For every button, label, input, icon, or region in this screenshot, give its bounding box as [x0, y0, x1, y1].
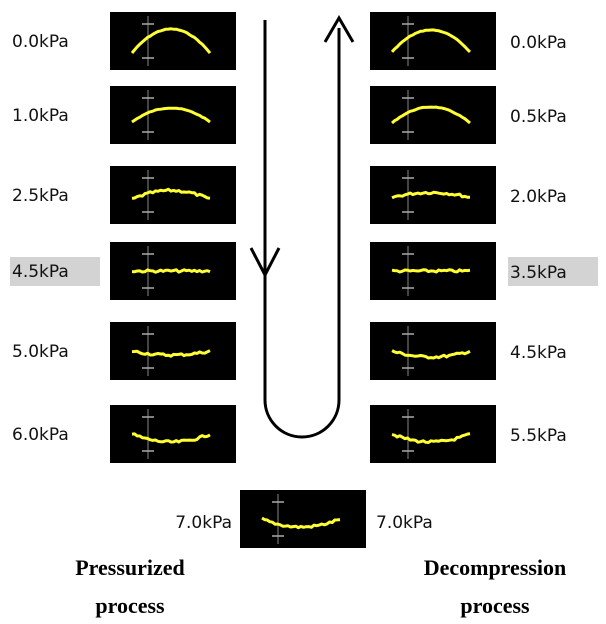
caption: Decompression: [424, 555, 567, 580]
scope-panel: [370, 86, 496, 144]
diagram: Pressurized process Decompression proces…: [0, 0, 606, 624]
waveform: [392, 270, 470, 272]
caption: process: [95, 593, 165, 618]
pressure-label: 4.5kPa: [510, 343, 567, 363]
scope-panel: [110, 322, 236, 380]
pressure-label: 7.0kPa: [175, 513, 232, 533]
scope-panel: [370, 12, 496, 70]
pressure-label: 2.5kPa: [12, 186, 69, 206]
pressure-label: 4.5kPa: [12, 262, 69, 282]
scope-panel: [110, 405, 236, 463]
pressure-label: 7.0kPa: [376, 513, 433, 533]
caption: process: [460, 593, 530, 618]
caption: Pressurized: [75, 555, 185, 580]
scope-panel: [370, 166, 496, 224]
scope-panel: [240, 490, 366, 548]
pressure-label: 0.0kPa: [12, 32, 69, 52]
scope-panel: [370, 322, 496, 380]
pressure-label: 5.0kPa: [12, 342, 69, 362]
pressure-label: 0.5kPa: [510, 107, 567, 127]
flow-arrow: [265, 20, 339, 437]
scope-panel: [110, 86, 236, 144]
pressure-label: 2.0kPa: [510, 187, 567, 207]
pressure-label: 3.5kPa: [510, 263, 567, 283]
pressure-label: 0.0kPa: [510, 33, 567, 53]
scope-panel: [110, 12, 236, 70]
scope-panel: [110, 166, 236, 224]
pressure-label: 1.0kPa: [12, 106, 69, 126]
pressure-label: 5.5kPa: [510, 426, 567, 446]
pressure-label: 6.0kPa: [12, 425, 69, 445]
scope-panel: [370, 405, 496, 463]
